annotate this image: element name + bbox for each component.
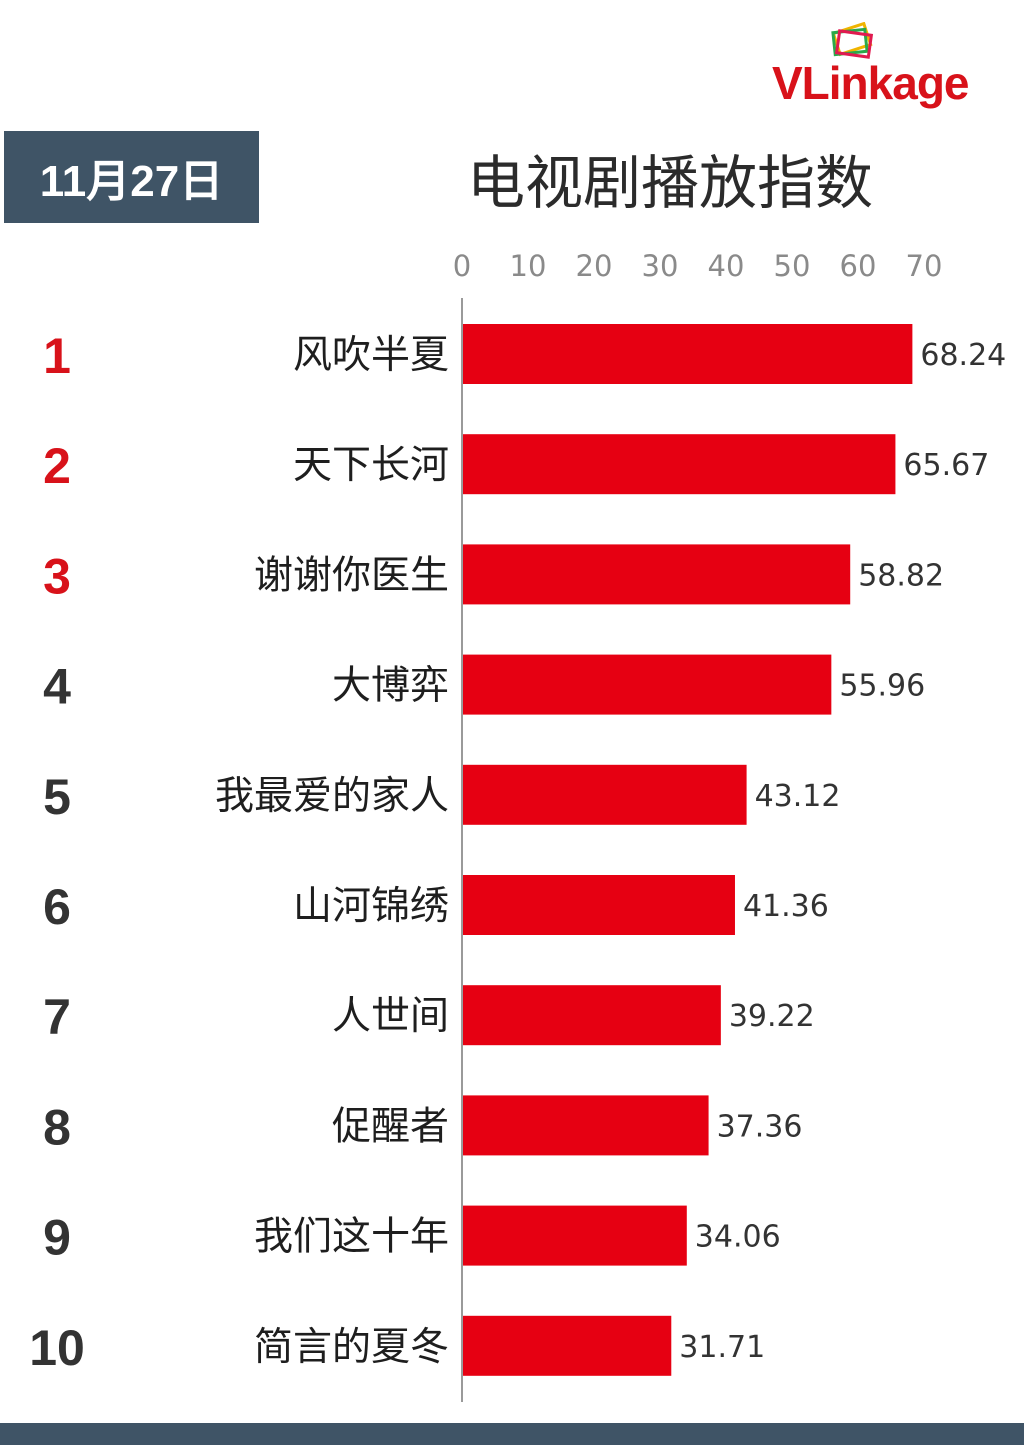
rank-number: 8 (43, 1099, 71, 1155)
rank-number: 1 (43, 328, 71, 384)
x-tick-label: 30 (642, 249, 679, 283)
rank-number: 7 (43, 989, 71, 1045)
bar-value-label: 34.06 (695, 1220, 781, 1255)
footer-note-bar (0, 1423, 1024, 1445)
chart-title: 电视剧播放指数 (466, 149, 873, 217)
category-label: 简言的夏冬 (254, 1325, 449, 1370)
date-badge: 11月27日 (4, 131, 259, 223)
x-tick-label: 20 (576, 249, 613, 283)
bar (463, 764, 747, 825)
vlinkage-logo: VLinkage (772, 22, 1012, 112)
logo-cards-icon (831, 22, 874, 59)
rank-number: 9 (43, 1210, 71, 1266)
rank-number: 3 (43, 548, 71, 604)
category-label: 大博弈 (332, 664, 449, 709)
bar (463, 1095, 709, 1156)
bar (463, 324, 913, 384)
rank-number: 10 (29, 1320, 85, 1376)
bar (463, 875, 735, 935)
bar-value-label: 68.24 (920, 338, 1006, 373)
bar-value-label: 65.67 (903, 448, 989, 483)
category-label: 天下长河 (293, 443, 449, 488)
rank-number: 5 (43, 769, 71, 825)
logo-wordmark: VLinkage (772, 57, 970, 109)
category-label: 促醒者 (332, 1104, 449, 1149)
x-tick-label: 0 (453, 249, 471, 283)
bar (463, 1205, 687, 1266)
category-label: 人世间 (332, 994, 449, 1039)
bar (463, 544, 851, 605)
bar-value-label: 41.36 (743, 889, 829, 924)
x-tick-label: 10 (510, 249, 547, 283)
category-label: 风吹半夏 (293, 333, 449, 378)
rank-number: 4 (43, 659, 71, 715)
bar (463, 654, 832, 715)
x-tick-label: 60 (840, 249, 877, 283)
bar (463, 1315, 672, 1376)
category-label: 谢谢你医生 (254, 553, 449, 598)
bar-value-label: 37.36 (717, 1109, 803, 1144)
bar (463, 434, 896, 495)
bar-value-label: 43.12 (755, 779, 841, 814)
rank-number: 6 (43, 879, 71, 935)
bar-value-label: 55.96 (839, 669, 925, 704)
bar-value-label: 31.71 (679, 1330, 765, 1365)
x-tick-label: 40 (708, 249, 745, 283)
category-label: 我最爱的家人 (215, 774, 449, 819)
bar (463, 985, 721, 1046)
bar-value-label: 39.22 (729, 999, 815, 1034)
category-label: 我们这十年 (254, 1215, 449, 1260)
category-label: 山河锦绣 (293, 884, 449, 929)
bar-chart: 0 10 20 30 40 50 60 70 68.24 风吹半夏 1 65.67 天下长河 2 58.82… (29, 249, 1006, 1402)
x-tick-label: 70 (906, 249, 943, 283)
x-tick-label: 50 (774, 249, 811, 283)
bar-value-label: 58.82 (858, 558, 944, 593)
rank-number: 2 (43, 438, 71, 494)
